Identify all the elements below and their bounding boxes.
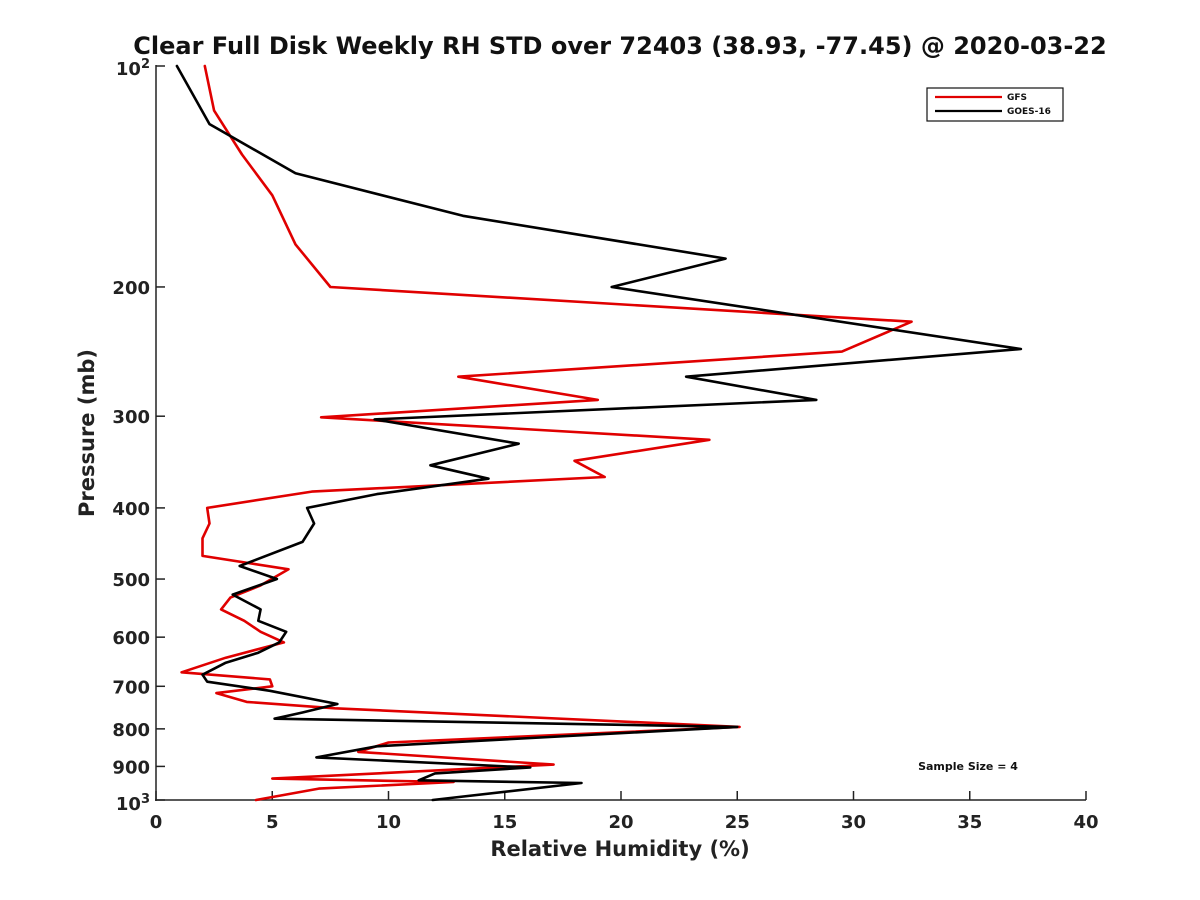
axes [155, 65, 1086, 801]
series-line-goes16 [175, 64, 1023, 802]
legend: GFS GOES-16 [926, 87, 1064, 122]
y-axis-label: Pressure (mb) [75, 349, 99, 517]
legend-label-goes16: GOES-16 [1007, 107, 1051, 117]
y-tick-label-600: 600 [112, 628, 150, 649]
x-axis-label: Relative Humidity (%) [490, 837, 749, 861]
chart-title: Clear Full Disk Weekly RH STD over 72403… [133, 32, 1106, 60]
y-tick-label-800: 800 [112, 720, 150, 741]
y-tick-label-400: 400 [112, 499, 150, 520]
x-tick-label-40: 40 [1073, 812, 1098, 833]
x-tick-label-5: 5 [266, 812, 279, 833]
x-tick-label-35: 35 [957, 812, 982, 833]
x-tick-label-10: 10 [376, 812, 401, 833]
y-tick-label-300: 300 [112, 407, 150, 428]
series-lines [175, 64, 1023, 802]
x-tick-label-0: 0 [150, 812, 163, 833]
legend-label-gfs: GFS [1007, 93, 1027, 103]
legend-box [926, 87, 1064, 122]
y-tick-label-500: 500 [112, 570, 150, 591]
y-tick-label-900: 900 [112, 757, 150, 778]
y-tick-label-top: 102 [116, 57, 150, 81]
x-tick-label-25: 25 [725, 812, 750, 833]
sample-size-annotation: Sample Size = 4 [918, 760, 1018, 773]
y-tick-label-bottom: 103 [116, 792, 150, 816]
x-tick-label-30: 30 [841, 812, 866, 833]
y-ticks: 200 300 400 500 600 700 800 900 [112, 65, 165, 801]
series-line-gfs [180, 64, 913, 802]
x-ticks: 0 5 10 15 20 25 30 35 40 [150, 791, 1099, 833]
y-tick-label-200: 200 [112, 278, 150, 299]
x-tick-label-20: 20 [608, 812, 633, 833]
y-tick-label-700: 700 [112, 677, 150, 698]
x-tick-label-15: 15 [492, 812, 517, 833]
